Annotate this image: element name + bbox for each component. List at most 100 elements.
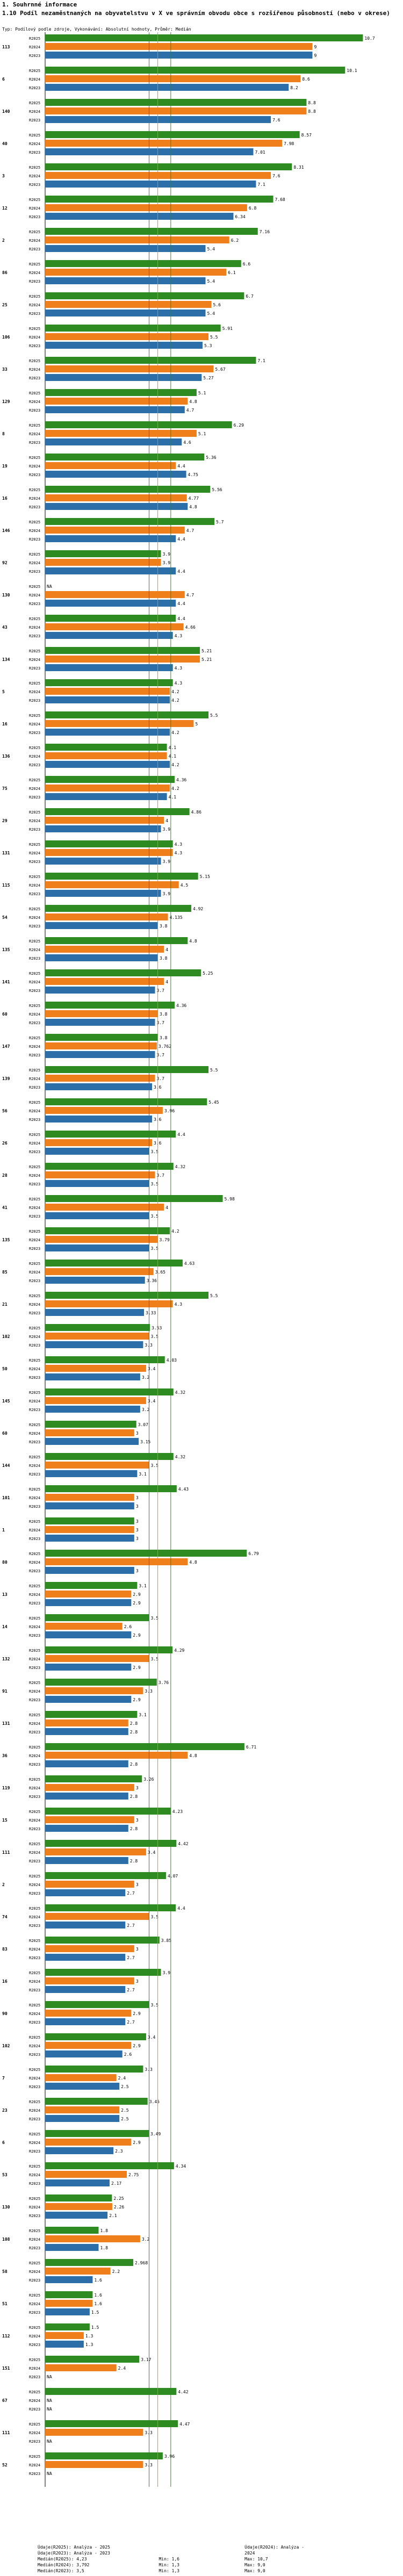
bar-r2024 <box>45 2364 117 2371</box>
data-label: 3.1 <box>139 1712 147 1717</box>
bar-r2024 <box>45 1687 143 1694</box>
data-label: 2.8 <box>130 1721 138 1726</box>
data-label: 7.1 <box>257 182 265 187</box>
series-label: R2024 <box>29 625 40 630</box>
bar-r2025 <box>45 1131 176 1138</box>
data-label: 4.4 <box>177 1906 185 1911</box>
category-label: 132 <box>2 1657 10 1661</box>
bar-r2023 <box>45 1212 149 1219</box>
data-label: 2.17 <box>111 2181 121 2186</box>
series-label: R2024 <box>29 722 40 726</box>
category-label: 101 <box>2 1495 10 1500</box>
data-label: 2.75 <box>128 2172 139 2177</box>
data-label: 3.4 <box>148 1399 156 1404</box>
data-label: 3.8 <box>160 956 168 961</box>
series-label: R2023 <box>29 763 40 767</box>
bar-r2024 <box>45 913 168 920</box>
series-label: R2023 <box>29 989 40 993</box>
bar-r2025 <box>45 711 208 718</box>
bar-r2024 <box>45 1042 157 1049</box>
data-label: 7.98 <box>284 141 294 146</box>
bar-r2025 <box>45 2098 148 2105</box>
bar-r2024 <box>45 75 301 82</box>
series-label: R2024 <box>29 335 40 340</box>
series-label: R2025 <box>29 843 40 847</box>
bar-r2023 <box>45 1406 140 1413</box>
data-label: 3 <box>136 1979 139 1984</box>
category-label: 43 <box>2 625 8 630</box>
category-label: 16 <box>2 722 8 726</box>
data-label: 7.01 <box>255 150 265 155</box>
series-label: R2023 <box>29 2278 40 2283</box>
series-label: R2023 <box>29 247 40 251</box>
data-label: 3.9 <box>163 552 171 557</box>
bar-r2025 <box>45 1260 183 1267</box>
bar-r2025 <box>45 2130 149 2137</box>
bar-r2025 <box>45 1582 138 1589</box>
data-label: 2.9 <box>133 1592 141 1597</box>
data-label: 3.5 <box>150 1334 159 1339</box>
data-label: 3 <box>136 1947 139 1952</box>
series-label: R2024 <box>29 1399 40 1404</box>
bar-r2025 <box>45 196 274 203</box>
bar-r2025 <box>45 2001 149 2008</box>
bar-r2023 <box>45 1535 134 1542</box>
series-label: R2024 <box>29 239 40 243</box>
series-label: R2025 <box>29 649 40 653</box>
data-label: 3.7 <box>157 1053 165 1057</box>
series-label: R2025 <box>29 2068 40 2072</box>
series-label: R2023 <box>29 1956 40 1960</box>
series-label: R2024 <box>29 1431 40 1436</box>
na-label: NA <box>47 2398 52 2403</box>
data-label: 4.3 <box>175 842 183 847</box>
series-label: R2024 <box>29 883 40 888</box>
data-label: 2.5 <box>121 2084 129 2089</box>
bar-r2024 <box>45 1010 159 1017</box>
bar-r2025 <box>45 647 200 654</box>
series-label: R2024 <box>29 561 40 565</box>
category-label: 141 <box>2 980 10 984</box>
footer-blank <box>315 2544 371 2550</box>
category-label: 112 <box>2 2334 10 2338</box>
footer-median-2023: Medián(R2023): 3,5 <box>38 2568 84 2573</box>
series-label: R2024 <box>29 1045 40 1049</box>
bar-r2024 <box>45 1526 134 1533</box>
bar-r2025 <box>45 679 173 686</box>
data-label: 3.2 <box>142 2237 150 2242</box>
footer-max-2024: Max: 9,0 <box>244 2563 265 2567</box>
bar-r2025 <box>45 873 198 880</box>
category-label: 2 <box>2 1882 5 1887</box>
footer-row: Medián(R2025): 4,23 Min: 1,6 Max: 10,7 <box>38 2556 371 2562</box>
category-label: 91 <box>2 1689 8 1694</box>
bar-r2025 <box>45 1002 175 1009</box>
bar-r2024 <box>45 2139 132 2146</box>
bar-r2023 <box>45 890 161 897</box>
series-label: R2024 <box>29 1625 40 1629</box>
na-label: NA <box>47 584 52 589</box>
bar-r2023 <box>45 52 313 59</box>
data-label: 2.4 <box>118 2366 126 2371</box>
series-label: R2023 <box>29 1505 40 1509</box>
series-label: R2023 <box>29 666 40 671</box>
bar-r2023 <box>45 1760 128 1767</box>
category-label: 147 <box>2 1044 10 1049</box>
series-label: R2024 <box>29 2334 40 2338</box>
data-label: 2.6 <box>124 1624 132 1629</box>
data-label: 4.1 <box>169 795 177 800</box>
series-label: R2023 <box>29 118 40 123</box>
series-label: R2024 <box>29 787 40 791</box>
data-label: 3.5 <box>150 1149 159 1154</box>
series-label: R2025 <box>29 1874 40 1879</box>
bar-r2025 <box>45 1937 160 1944</box>
category-label: 29 <box>2 818 8 823</box>
series-label: R2023 <box>29 1085 40 1090</box>
category-label: 139 <box>2 1076 10 1081</box>
data-label: 3.9 <box>163 1970 171 1975</box>
series-label: R2023 <box>29 1118 40 1122</box>
data-label: 3.4 <box>148 1850 156 1855</box>
series-label: R2023 <box>29 860 40 864</box>
series-label: R2023 <box>29 795 40 800</box>
category-label: 90 <box>2 2011 8 2016</box>
category-label: 136 <box>2 754 10 759</box>
bar-r2024 <box>45 2203 112 2210</box>
